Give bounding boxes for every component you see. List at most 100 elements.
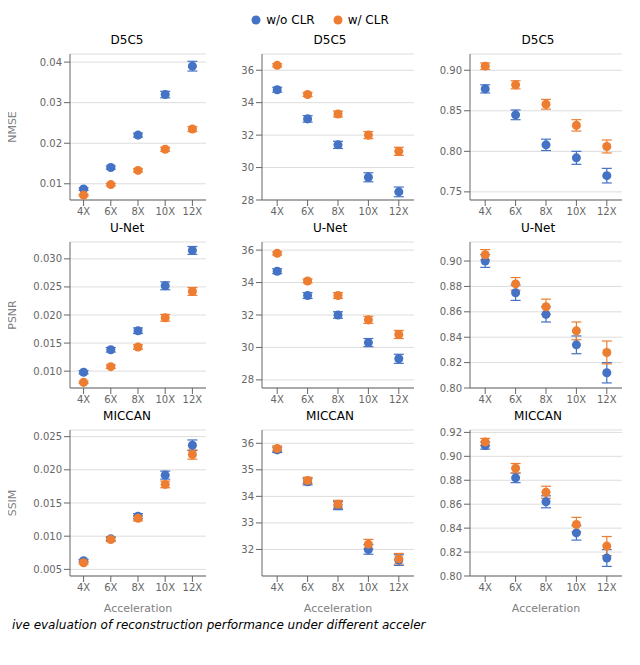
svg-text:NMSE: NMSE [8,111,19,143]
svg-text:28: 28 [241,374,254,385]
svg-text:4X: 4X [479,394,492,405]
svg-text:0.80: 0.80 [440,146,462,157]
svg-text:0.75: 0.75 [440,186,462,197]
svg-text:0.015: 0.015 [33,338,62,349]
svg-text:12X: 12X [183,582,203,593]
svg-text:0.90: 0.90 [440,65,462,76]
svg-text:10X: 10X [567,582,587,593]
svg-text:4X: 4X [271,394,284,405]
svg-text:36: 36 [241,245,254,256]
svg-text:34: 34 [241,491,254,502]
svg-text:6X: 6X [104,394,117,405]
html-text:w/o CLR: w/o CLR [266,13,315,27]
svg-text:10X: 10X [567,206,587,217]
svg-text:33: 33 [241,517,254,528]
svg-text:34: 34 [241,97,254,108]
svg-text:0.025: 0.025 [33,281,62,292]
svg-text:0.80: 0.80 [440,571,462,582]
svg-text:0.005: 0.005 [33,564,62,575]
svg-text:8X: 8X [131,582,144,593]
svg-text:4X: 4X [479,582,492,593]
svg-text:0.84: 0.84 [440,523,462,534]
svg-text:4X: 4X [77,582,90,593]
svg-text:Acceleration: Acceleration [512,602,580,612]
svg-text:0.01: 0.01 [40,178,62,189]
html-text:w/ CLR: w/ CLR [347,13,389,27]
svg-text:12X: 12X [389,582,409,593]
svg-text:0.86: 0.86 [440,499,462,510]
svg-text:8X: 8X [131,206,144,217]
svg-text:6X: 6X [509,394,522,405]
svg-text:0.010: 0.010 [33,531,62,542]
svg-text:36: 36 [241,438,254,449]
svg-text:0.010: 0.010 [33,366,62,377]
svg-text:0.82: 0.82 [440,547,462,558]
svg-text:4X: 4X [271,582,284,593]
svg-text:8X: 8X [539,394,552,405]
svg-text:8X: 8X [539,206,552,217]
svg-text:6X: 6X [104,582,117,593]
svg-text:8X: 8X [131,394,144,405]
svg-text:12X: 12X [597,582,617,593]
svg-text:8X: 8X [331,394,344,405]
svg-text:12X: 12X [183,394,203,405]
svg-text:SSIM: SSIM [8,490,19,517]
svg-text:6X: 6X [509,582,522,593]
svg-text:8X: 8X [539,582,552,593]
svg-text:0.86: 0.86 [440,306,462,317]
svg-text:0.04: 0.04 [40,57,62,68]
svg-text:0.92: 0.92 [440,427,462,438]
svg-text:10X: 10X [359,394,379,405]
svg-text:0.02: 0.02 [40,138,62,149]
svg-text:0.84: 0.84 [440,332,462,343]
svg-text:4X: 4X [77,394,90,405]
svg-text:34: 34 [241,277,254,288]
svg-text:36: 36 [241,65,254,76]
svg-text:0.020: 0.020 [33,464,62,475]
svg-text:0.03: 0.03 [40,97,62,108]
svg-text:0.88: 0.88 [440,281,462,292]
svg-text:10X: 10X [155,206,175,217]
svg-text:6X: 6X [301,394,314,405]
svg-text:0.90: 0.90 [440,451,462,462]
svg-text:6X: 6X [104,206,117,217]
svg-text:0.025: 0.025 [33,431,62,442]
svg-text:35: 35 [241,464,254,475]
svg-text:10X: 10X [359,206,379,217]
svg-text:0.85: 0.85 [440,105,462,116]
svg-text:PSNR: PSNR [8,300,19,330]
svg-text:8X: 8X [331,206,344,217]
svg-text:10X: 10X [359,582,379,593]
svg-text:6X: 6X [509,206,522,217]
svg-text:30: 30 [241,162,254,173]
svg-text:12X: 12X [389,394,409,405]
svg-text:12X: 12X [183,206,203,217]
svg-text:28: 28 [241,195,254,206]
svg-text:12X: 12X [597,206,617,217]
svg-text:8X: 8X [331,582,344,593]
svg-text:10X: 10X [155,582,175,593]
svg-text:0.020: 0.020 [33,310,62,321]
svg-text:10X: 10X [155,394,175,405]
svg-text:0.90: 0.90 [440,256,462,267]
svg-text:Acceleration: Acceleration [104,602,172,612]
svg-text:4X: 4X [479,206,492,217]
svg-text:6X: 6X [301,206,314,217]
svg-text:12X: 12X [389,206,409,217]
html-text:D5C5: D5C5 [110,33,144,47]
svg-text:32: 32 [241,310,254,321]
svg-text:10X: 10X [567,394,587,405]
svg-text:30: 30 [241,342,254,353]
svg-text:0.015: 0.015 [33,498,62,509]
svg-text:32: 32 [241,130,254,141]
svg-text:4X: 4X [271,206,284,217]
svg-text:4X: 4X [77,206,90,217]
svg-text:0.82: 0.82 [440,357,462,368]
svg-text:Acceleration: Acceleration [304,602,372,612]
svg-text:0.030: 0.030 [33,253,62,264]
svg-text:32: 32 [241,544,254,555]
svg-text:6X: 6X [301,582,314,593]
svg-text:0.88: 0.88 [440,475,462,486]
svg-text:12X: 12X [597,394,617,405]
svg-text:0.80: 0.80 [440,383,462,394]
